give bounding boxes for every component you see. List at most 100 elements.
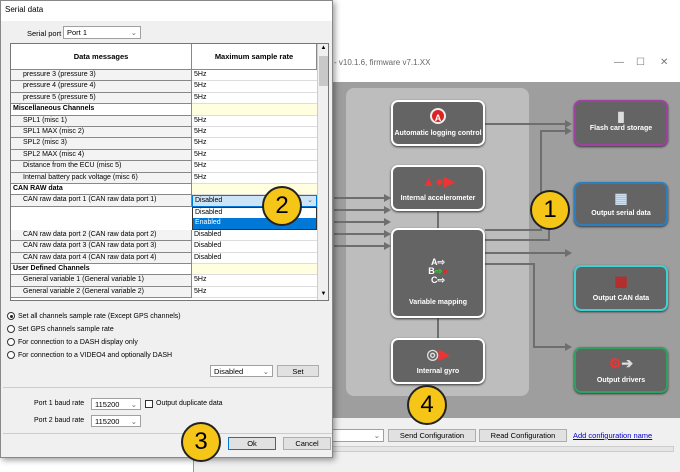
sample-rate-cell[interactable]: 5Hz xyxy=(192,115,317,127)
sample-rate-dropdown[interactable]: Disabled ⌄ xyxy=(192,195,317,207)
table-row[interactable]: CAN raw data port 1 (CAN raw data port 1… xyxy=(11,195,317,207)
message-name: Miscellaneous Channels xyxy=(11,104,192,116)
table-row[interactable]: Internal battery pack voltage (misc 6) 5H… xyxy=(11,172,317,184)
port1-baud-select[interactable]: 115200 ⌄ xyxy=(91,398,141,410)
radio-label: Set GPS channels sample rate xyxy=(18,325,114,333)
sample-rate-cell[interactable]: 5Hz xyxy=(192,70,317,82)
send-configuration-button[interactable]: Send Configuration xyxy=(388,429,476,442)
chevron-down-icon: ⌄ xyxy=(130,400,137,409)
radio-button[interactable] xyxy=(7,312,15,320)
message-name: General variable 1 (General variable 1) xyxy=(11,275,192,287)
add-configuration-name-link[interactable]: Add configuration name xyxy=(573,431,653,440)
chevron-down-icon: ⌄ xyxy=(130,28,137,37)
sample-rate-cell[interactable] xyxy=(192,104,317,116)
sample-rate-cell[interactable] xyxy=(192,184,317,196)
vertical-scrollbar[interactable]: ▲ ▼ xyxy=(317,44,328,300)
table-group-row[interactable]: CAN RAW data xyxy=(11,184,317,196)
table-row[interactable]: General variable 2 (General variable 2) 5… xyxy=(11,286,317,299)
mapping-icon: A⇨ B⇨● C⇨ xyxy=(428,257,448,285)
configuration-select[interactable]: ⌄ xyxy=(324,429,384,442)
callout-4: 4 xyxy=(407,385,447,425)
data-messages-table: Data messages Maximum sample rate pressu… xyxy=(10,43,329,301)
table-row[interactable]: Distance from the ECU (misc 5) 5Hz xyxy=(11,161,317,173)
message-name: pressure 4 (pressure 4) xyxy=(11,81,192,93)
port1-baud-label: Port 1 baud rate xyxy=(34,400,85,407)
output-duplicate-label: Output duplicate data xyxy=(156,400,223,407)
sample-rate-cell[interactable]: Disabled xyxy=(192,252,317,264)
read-configuration-button[interactable]: Read Configuration xyxy=(479,429,567,442)
dropdown-option-enabled[interactable]: Enabled xyxy=(193,218,316,229)
sample-rate-cell[interactable]: 5Hz xyxy=(192,161,317,173)
radio-option[interactable]: Set GPS channels sample rate xyxy=(7,325,114,333)
sample-rate-cell[interactable]: 5Hz xyxy=(192,149,317,162)
sample-rate-cell[interactable] xyxy=(192,264,317,276)
sample-rate-cell[interactable]: 5Hz xyxy=(192,286,317,299)
maximize-icon[interactable]: ☐ xyxy=(636,57,645,68)
radio-button[interactable] xyxy=(7,325,15,333)
internal-gyro-node[interactable]: ◎▶ Internal gyro xyxy=(391,338,485,384)
sample-rate-cell[interactable]: 5Hz xyxy=(192,81,317,93)
radio-button[interactable] xyxy=(7,338,15,346)
message-name: pressure 5 (pressure 5) xyxy=(11,92,192,105)
scrollbar-thumb[interactable] xyxy=(319,56,328,86)
dialog-title: Serial data xyxy=(1,1,332,21)
sample-rate-cell[interactable]: 5Hz xyxy=(192,92,317,105)
rate-select[interactable]: Disabled ⌄ xyxy=(210,365,273,377)
table-row[interactable]: CAN raw data port 4 (CAN raw data port 4… xyxy=(11,252,317,264)
ok-button[interactable]: Ok xyxy=(228,437,276,450)
table-group-row[interactable]: User Defined Channels xyxy=(11,264,317,276)
minimize-icon[interactable]: — xyxy=(614,57,624,68)
radio-option[interactable]: For connection to a DASH display only xyxy=(7,338,138,346)
table-row[interactable]: pressure 5 (pressure 5) 5Hz xyxy=(11,92,317,105)
radio-button[interactable] xyxy=(7,351,15,359)
message-name: SPL1 (misc 1) xyxy=(11,115,192,127)
table-row[interactable]: SPL1 (misc 1) 5Hz xyxy=(11,115,317,127)
serial-data-dialog: Serial data Serial port Port 1 ⌄ Data mes… xyxy=(0,0,333,458)
window-title: - v10.1.6, firmware v7.1.XX xyxy=(334,58,431,67)
table-row[interactable]: pressure 3 (pressure 3) 5Hz xyxy=(11,70,317,82)
radio-option[interactable]: For connection to a VIDEO4 and optionall… xyxy=(7,351,172,359)
scroll-up-icon[interactable]: ▲ xyxy=(320,45,327,51)
table-group-row[interactable]: Miscellaneous Channels xyxy=(11,104,317,116)
set-button[interactable]: Set xyxy=(277,365,319,377)
output-drivers-node[interactable]: ⚙➔ Output drivers xyxy=(574,347,668,393)
sd-card-icon: ▮ xyxy=(617,108,625,124)
table-row[interactable]: CAN raw data port 3 (CAN raw data port 3… xyxy=(11,241,317,253)
port2-baud-select[interactable]: 115200 ⌄ xyxy=(91,415,141,427)
table-row[interactable]: CAN raw data port 2 (CAN raw data port 2… xyxy=(11,229,317,242)
sample-rate-cell[interactable]: 5Hz xyxy=(192,275,317,287)
message-name: CAN raw data port 3 (CAN raw data port 3… xyxy=(11,241,192,253)
table-row[interactable]: SPL2 (misc 3) 5Hz xyxy=(11,138,317,150)
sample-rate-cell[interactable]: Disabled xyxy=(192,241,317,253)
chevron-down-icon: ⌄ xyxy=(262,367,269,376)
message-name: User Defined Channels xyxy=(11,264,192,276)
output-can-data-node[interactable]: ▦ Output CAN data xyxy=(574,265,668,311)
table-row[interactable]: SPL2 MAX (misc 4) 5Hz xyxy=(11,149,317,162)
cancel-button[interactable]: Cancel xyxy=(283,437,331,450)
scroll-down-icon[interactable]: ▼ xyxy=(320,291,327,297)
message-name: SPL1 MAX (misc 2) xyxy=(11,127,192,139)
message-name: CAN raw data port 1 (CAN raw data port 1… xyxy=(11,195,192,207)
automatic-logging-control-node[interactable]: A Automatic logging control xyxy=(391,100,485,146)
table-row[interactable]: pressure 4 (pressure 4) 5Hz xyxy=(11,81,317,93)
callout-1: 1 xyxy=(530,190,570,230)
radio-label: For connection to a DASH display only xyxy=(18,338,138,346)
serial-port-select[interactable]: Port 1 ⌄ xyxy=(63,26,141,39)
internal-accelerometer-node[interactable]: ▲●▶ Internal accelerometer xyxy=(391,165,485,211)
serial-port-label: Serial port xyxy=(27,29,62,38)
sample-rate-cell[interactable]: 5Hz xyxy=(192,138,317,150)
sample-rate-cell[interactable]: 5Hz xyxy=(192,127,317,139)
flash-card-storage-node[interactable]: ▮ Flash card storage xyxy=(574,100,668,146)
radio-option[interactable]: Set all channels sample rate (Except GPS… xyxy=(7,312,181,320)
close-icon[interactable]: ✕ xyxy=(660,57,669,68)
dropdown-option-disabled[interactable]: Disabled xyxy=(195,208,223,216)
sample-rate-value: Disabled xyxy=(195,197,223,205)
sample-rate-cell[interactable]: Disabled xyxy=(192,229,317,242)
table-row[interactable]: SPL1 MAX (misc 2) 5Hz xyxy=(11,127,317,139)
output-serial-data-node[interactable]: ▦ Output serial data xyxy=(574,182,668,226)
sample-rate-cell[interactable]: 5Hz xyxy=(192,172,317,184)
variable-mapping-node[interactable]: A⇨ B⇨● C⇨ Variable mapping xyxy=(391,228,485,318)
gyro-icon: ◎▶ xyxy=(426,346,450,362)
output-duplicate-checkbox[interactable] xyxy=(145,400,153,408)
table-row[interactable]: General variable 1 (General variable 1) 5… xyxy=(11,275,317,287)
